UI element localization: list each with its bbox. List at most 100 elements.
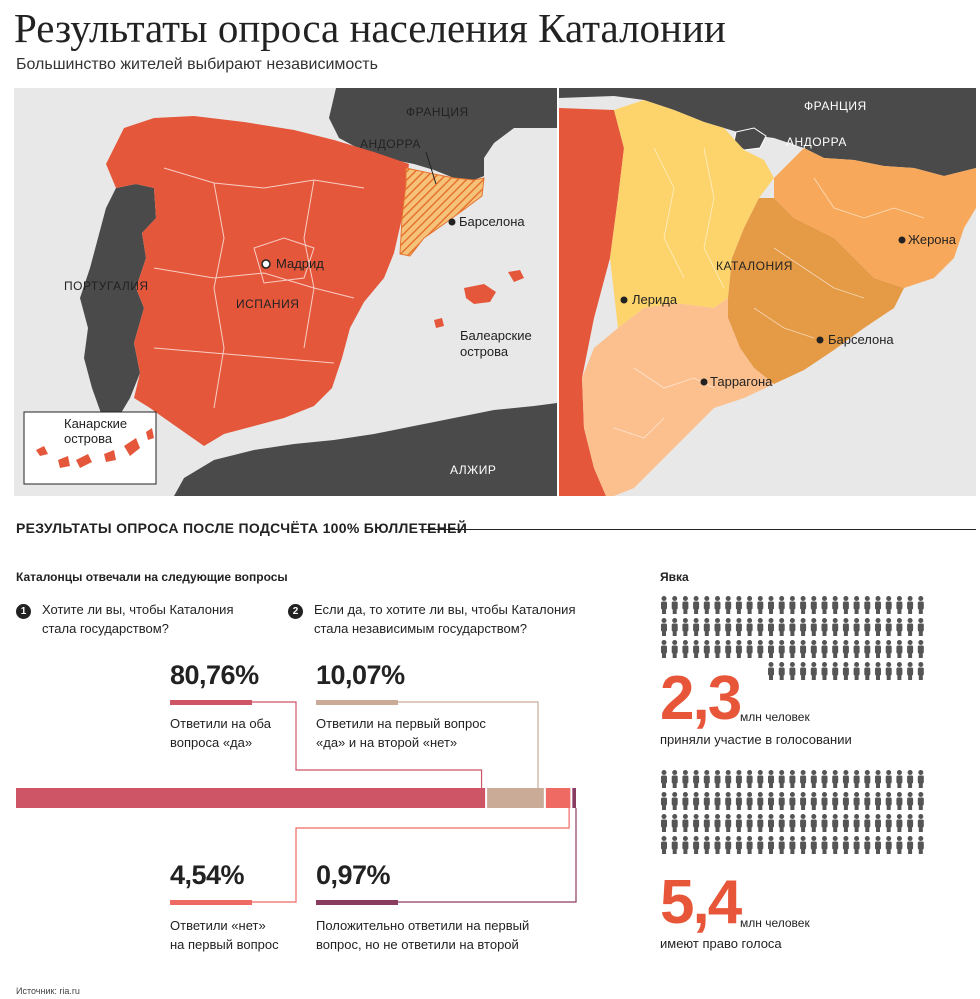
question-2-number: 2 <box>288 604 303 619</box>
person-icon <box>714 618 721 636</box>
person-icon <box>661 770 667 788</box>
person-icon <box>885 836 892 854</box>
answer-yes-no-desc: Ответили на первый вопрос «да» и на втор… <box>316 714 486 752</box>
person-icon <box>907 618 914 636</box>
person-icon <box>907 662 914 680</box>
person-icon <box>789 618 796 636</box>
person-icon <box>917 596 924 614</box>
person-icon <box>821 792 828 810</box>
person-icon <box>853 662 860 680</box>
person-icon <box>714 596 721 614</box>
person-icon <box>810 640 817 658</box>
person-icon <box>864 596 871 614</box>
person-icon <box>800 618 807 636</box>
person-icon <box>746 836 753 854</box>
person-icon <box>821 814 828 832</box>
bar-segment-yes-no <box>487 788 544 808</box>
person-icon <box>853 640 860 658</box>
person-icon <box>896 640 903 658</box>
person-icon <box>907 836 914 854</box>
eligible-unit: млн человек <box>740 916 810 930</box>
page-subtitle: Большинство жителей выбирают независимос… <box>16 56 378 73</box>
question-1-line1: Хотите ли вы, чтобы Каталония <box>42 602 234 617</box>
person-icon <box>714 770 721 788</box>
bar-segment-partial <box>572 788 576 808</box>
results-bar-chart <box>16 701 577 903</box>
participated-desc: приняли участие в голосовании <box>660 732 852 747</box>
person-icon <box>746 596 753 614</box>
person-icon <box>800 662 807 680</box>
connector-both-yes <box>252 701 483 788</box>
person-icon <box>821 836 828 854</box>
results-heading-rule <box>420 529 976 530</box>
barcelona-label-right: Барселона <box>828 332 894 347</box>
person-icon <box>671 836 678 854</box>
person-icon <box>917 792 924 810</box>
person-icon <box>853 770 860 788</box>
person-icon <box>671 596 678 614</box>
person-icon <box>896 792 903 810</box>
person-icon <box>832 836 839 854</box>
person-icon <box>778 770 785 788</box>
question-2-line1: Если да, то хотите ли вы, чтобы Каталони… <box>314 602 576 617</box>
person-icon <box>832 640 839 658</box>
balearic-islands <box>434 270 524 328</box>
person-icon <box>693 640 700 658</box>
person-icon <box>725 640 732 658</box>
person-icon <box>671 770 678 788</box>
person-icon <box>693 814 700 832</box>
person-icon <box>703 792 710 810</box>
person-icon <box>885 792 892 810</box>
person-icon <box>832 814 839 832</box>
madrid-marker <box>261 259 271 269</box>
person-icon <box>746 792 753 810</box>
person-icon <box>768 836 774 854</box>
person-icon <box>917 640 924 658</box>
barcelona-marker-right <box>816 336 824 344</box>
person-icon <box>864 792 871 810</box>
person-icon <box>757 836 764 854</box>
person-icon <box>864 836 871 854</box>
connector-yes-no <box>398 701 539 788</box>
person-icon <box>735 836 742 854</box>
person-icon <box>778 618 785 636</box>
person-icon <box>757 792 764 810</box>
person-icon <box>778 836 785 854</box>
person-icon <box>864 814 871 832</box>
france-label-left: ФРАНЦИЯ <box>406 105 469 119</box>
person-icon <box>757 640 764 658</box>
answer-yes-no-line1: Ответили на первый вопрос <box>316 716 486 731</box>
canary-islands <box>36 428 154 468</box>
barcelona-region <box>728 198 904 384</box>
person-icon <box>703 618 710 636</box>
source-note: Источник: ria.ru <box>16 986 80 996</box>
person-icon <box>768 596 774 614</box>
person-icon <box>896 618 903 636</box>
person-icon <box>917 618 924 636</box>
person-icon <box>875 792 881 810</box>
person-icon <box>875 662 881 680</box>
person-icon <box>735 596 742 614</box>
answer-both-yes-line2: вопроса «да» <box>170 735 253 750</box>
person-icon <box>746 618 753 636</box>
answer-partial-desc: Положительно ответили на первый вопрос, … <box>316 916 529 954</box>
person-icon <box>693 596 700 614</box>
person-icon <box>714 792 721 810</box>
person-icon <box>735 770 742 788</box>
person-icon <box>810 814 817 832</box>
person-icon <box>735 792 742 810</box>
person-icon <box>789 770 796 788</box>
tarragona-marker <box>700 378 708 386</box>
person-icon <box>853 618 860 636</box>
answer-no-line2: на первый вопрос <box>170 937 279 952</box>
person-icon <box>714 814 721 832</box>
person-icon <box>885 770 892 788</box>
bar-segment-no <box>545 788 571 808</box>
tarragona-label: Таррагона <box>710 374 773 389</box>
person-icon <box>832 596 839 614</box>
person-icon <box>682 770 689 788</box>
person-icon <box>768 618 774 636</box>
map-divider <box>557 88 559 496</box>
question-2-line2: стала независимым государством? <box>314 621 527 636</box>
person-icon <box>661 640 667 658</box>
